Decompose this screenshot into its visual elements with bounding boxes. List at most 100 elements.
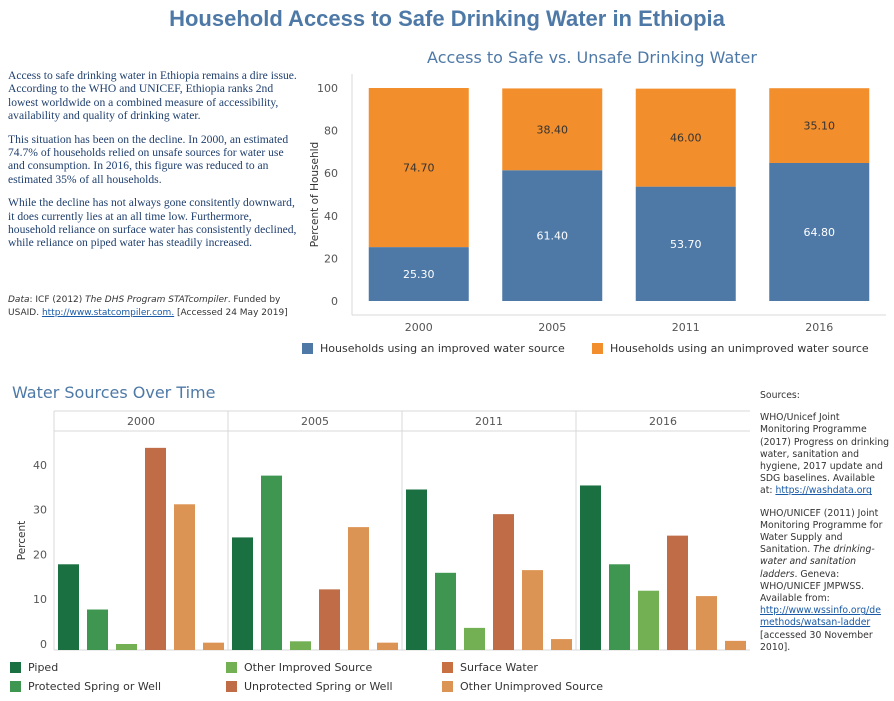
washdata-link[interactable]: https://washdata.org: [775, 485, 872, 497]
intro-text: Access to safe drinking water in Ethiopi…: [8, 69, 298, 260]
bar-data-label: 64.80: [804, 226, 836, 239]
bar-surface-water: [551, 639, 572, 650]
bar-unprotected-spring-or-well: [145, 447, 166, 650]
legend-item: Unprotected Spring or Well: [226, 679, 393, 693]
credit-source: : ICF (2012): [29, 295, 86, 305]
bar-improved: [635, 186, 736, 301]
source-1-text: WHO/Unicef Joint Monitoring Programme (2…: [760, 412, 889, 497]
legend-label: Protected Spring or Well: [28, 679, 161, 693]
intro-paragraph-3: While the decline has not always gone co…: [8, 196, 297, 250]
y-tick-label: 40: [33, 459, 47, 472]
bar-unimproved: [368, 88, 469, 248]
x-tick-label: 2011: [672, 321, 700, 334]
bar-improved: [769, 162, 870, 301]
bar-unimproved: [769, 88, 870, 163]
bar-piped: [232, 537, 253, 650]
bar-other-unimproved-source: [522, 570, 543, 650]
bar-other-improved-source: [464, 627, 485, 650]
sources-chart-legend: Piped Protected Spring or Well Other Impro…: [10, 660, 750, 696]
bar-unimproved: [635, 88, 736, 187]
y-axis-label: Percent of Househld: [309, 142, 321, 247]
y-tick-label: 80: [324, 125, 338, 138]
legend-item: Households using an unimproved water sou…: [592, 341, 869, 355]
bar-surface-water: [725, 640, 746, 650]
bar-improved: [368, 247, 469, 301]
bar-protected-spring-or-well: [87, 609, 108, 650]
legend-item: Other Improved Source: [226, 660, 372, 674]
legend-swatch: [226, 661, 237, 673]
bar-surface-water: [203, 642, 224, 650]
bar-unprotected-spring-or-well: [493, 514, 514, 650]
bar-data-label: 74.70: [403, 162, 435, 175]
y-axis-label: Percent: [16, 521, 28, 561]
credit-label: Data: [8, 295, 30, 305]
legend-item: Households using an improved water sourc…: [302, 341, 565, 355]
stacked-chart-legend: Households using an improved water sourc…: [302, 341, 892, 357]
source-1: WHO/Unicef Joint Monitoring Programme (2…: [760, 412, 890, 497]
bar-other-improved-source: [638, 590, 659, 650]
legend-swatch: [302, 342, 313, 354]
sources-bar-chart: 0 10 20 30 40 Percent 2000 2005 2011 2016: [16, 410, 750, 651]
y-tick-label: 100: [317, 82, 338, 95]
bar-data-label: 35.10: [804, 120, 836, 133]
bar-other-unimproved-source: [174, 504, 195, 650]
legend-swatch: [442, 680, 453, 692]
x-tick-label: 2005: [538, 321, 566, 334]
sources-panel: Sources: WHO/Unicef Joint Monitoring Pro…: [760, 390, 890, 664]
statcompiler-link[interactable]: http://www.statcompiler.com.: [41, 307, 175, 318]
y-tick-label: 40: [324, 210, 338, 223]
source-2-end: [accessed 30 November 2010].: [760, 629, 873, 653]
legend-swatch: [226, 680, 237, 692]
panel-header-label: 2011: [475, 415, 503, 428]
bar-unprotected-spring-or-well: [319, 589, 340, 650]
credit-mid: . Funded by USAID.: [8, 295, 281, 318]
legend-item: Other Unimproved Source: [442, 679, 603, 693]
legend-label: Households using an unimproved water sou…: [610, 341, 869, 355]
panel-header-label: 2000: [127, 415, 155, 428]
y-tick-label: 20: [33, 548, 47, 561]
bar-data-label: 46.00: [670, 132, 702, 145]
bar-piped: [580, 485, 601, 650]
bar-piped: [58, 564, 79, 650]
source-2: WHO/UNICEF (2011) Joint Monitoring Progr…: [760, 508, 890, 654]
bar-unprotected-spring-or-well: [667, 535, 688, 650]
intro-paragraph-2: This situation has been on the decline. …: [8, 132, 289, 186]
credit-end: [Accessed 24 May 2019]: [174, 307, 288, 318]
bar-protected-spring-or-well: [609, 564, 630, 650]
bar-other-unimproved-source: [696, 596, 717, 650]
legend-label: Piped: [28, 660, 59, 674]
panel-header-label: 2005: [301, 415, 329, 428]
legend-label: Surface Water: [460, 660, 538, 674]
bar-other-improved-source: [116, 644, 137, 650]
legend-label: Other Unimproved Source: [460, 679, 604, 693]
bar-data-label: 38.40: [537, 123, 569, 136]
bar-surface-water: [377, 642, 398, 650]
source-2-text: WHO/UNICEF (2011) Joint Monitoring Progr…: [760, 507, 883, 556]
sources-heading: Sources:: [760, 390, 800, 401]
page-title: Household Access to Safe Drinking Water …: [169, 6, 725, 31]
bar-data-label: 61.40: [537, 230, 569, 243]
legend-item: Surface Water: [442, 660, 538, 674]
legend-label: Households using an improved water sourc…: [320, 341, 565, 355]
bar-other-improved-source: [290, 641, 311, 650]
bar-protected-spring-or-well: [435, 572, 456, 650]
intro-paragraph-1: Access to safe drinking water in Ethiopi…: [8, 69, 297, 123]
legend-label: Other Improved Source: [244, 660, 373, 674]
stacked-bar-chart: 0 20 40 60 80 100 Percent of Househld 25.30 74.7…: [309, 74, 886, 334]
y-tick-label: 30: [33, 504, 47, 517]
y-tick-label: 0: [331, 295, 338, 308]
bar-unimproved: [502, 88, 603, 171]
credit-italic: The DHS Program STATcompiler: [85, 295, 228, 305]
bar-improved: [502, 170, 603, 301]
bar-protected-spring-or-well: [261, 475, 282, 650]
y-tick-label: 10: [33, 593, 47, 606]
data-credit: Data: ICF (2012) The DHS Program STATcom…: [8, 294, 298, 319]
bar-data-label: 25.30: [403, 268, 435, 281]
x-tick-label: 2016: [805, 321, 833, 334]
stacked-chart-title: Access to Safe vs. Unsafe Drinking Water: [427, 48, 757, 67]
panel-header-label: 2016: [649, 415, 677, 428]
bar-data-label: 53.70: [670, 238, 702, 251]
wssinfo-link[interactable]: http://www.wssinfo.org/de methods/watsan…: [760, 605, 881, 629]
legend-swatch: [10, 680, 21, 692]
legend-swatch: [442, 661, 453, 673]
